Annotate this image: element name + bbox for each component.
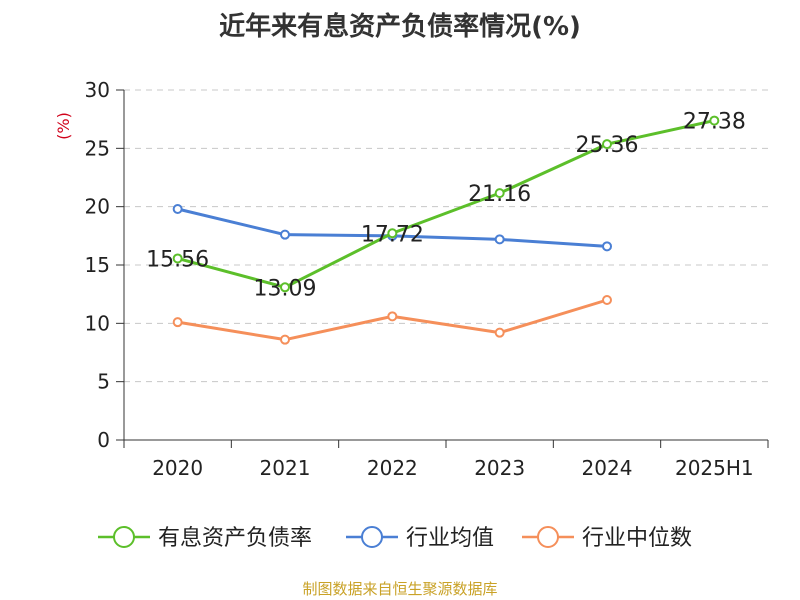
x-tick-label: 2024 — [582, 456, 633, 480]
data-point — [280, 282, 290, 293]
x-tick-label: 2021 — [260, 456, 311, 480]
legend-marker — [537, 526, 559, 548]
data-label: 15.56 — [146, 247, 209, 272]
legend-label: 有息资产负债率 — [158, 526, 312, 551]
data-label: 17.72 — [361, 222, 424, 247]
data-point — [387, 228, 398, 239]
chart-title: 近年来有息资产负债率情况(%) — [219, 12, 581, 42]
x-tick-label: 2025H1 — [675, 456, 754, 480]
data-point — [494, 234, 505, 245]
data-point — [172, 253, 183, 264]
y-tick-label: 15 — [85, 253, 110, 277]
legend-marker — [361, 526, 383, 548]
data-point — [602, 295, 612, 305]
data-point — [387, 311, 398, 322]
y-tick-label: 10 — [85, 311, 110, 335]
y-tick-label: 5 — [97, 370, 110, 394]
data-point — [172, 317, 183, 328]
data-point — [602, 139, 612, 150]
data-point — [494, 327, 505, 338]
data-point — [709, 115, 720, 126]
x-tick-label: 2020 — [152, 456, 203, 480]
data-point — [280, 334, 290, 345]
data-point — [494, 188, 505, 199]
data-label: 27.38 — [683, 110, 746, 135]
data-label: 13.09 — [254, 276, 317, 301]
legend-label: 行业中位数 — [582, 526, 692, 551]
y-tick-label: 20 — [85, 195, 110, 219]
x-tick-label: 2023 — [474, 456, 525, 480]
data-point — [602, 241, 612, 252]
y-tick-label: 30 — [85, 78, 110, 102]
data-point — [172, 204, 183, 214]
legend-marker — [113, 526, 135, 548]
y-axis-label: (%) — [54, 112, 73, 140]
series-line — [177, 119, 715, 289]
data-source-note: 制图数据来自恒生聚源数据库 — [302, 580, 498, 598]
y-tick-label: 0 — [97, 428, 110, 452]
y-tick-label: 25 — [85, 136, 110, 160]
data-label: 21.16 — [468, 182, 531, 207]
data-point — [280, 229, 290, 240]
x-tick-label: 2022 — [367, 456, 418, 480]
legend-label: 行业均值 — [406, 526, 494, 551]
data-label: 25.36 — [576, 133, 639, 158]
